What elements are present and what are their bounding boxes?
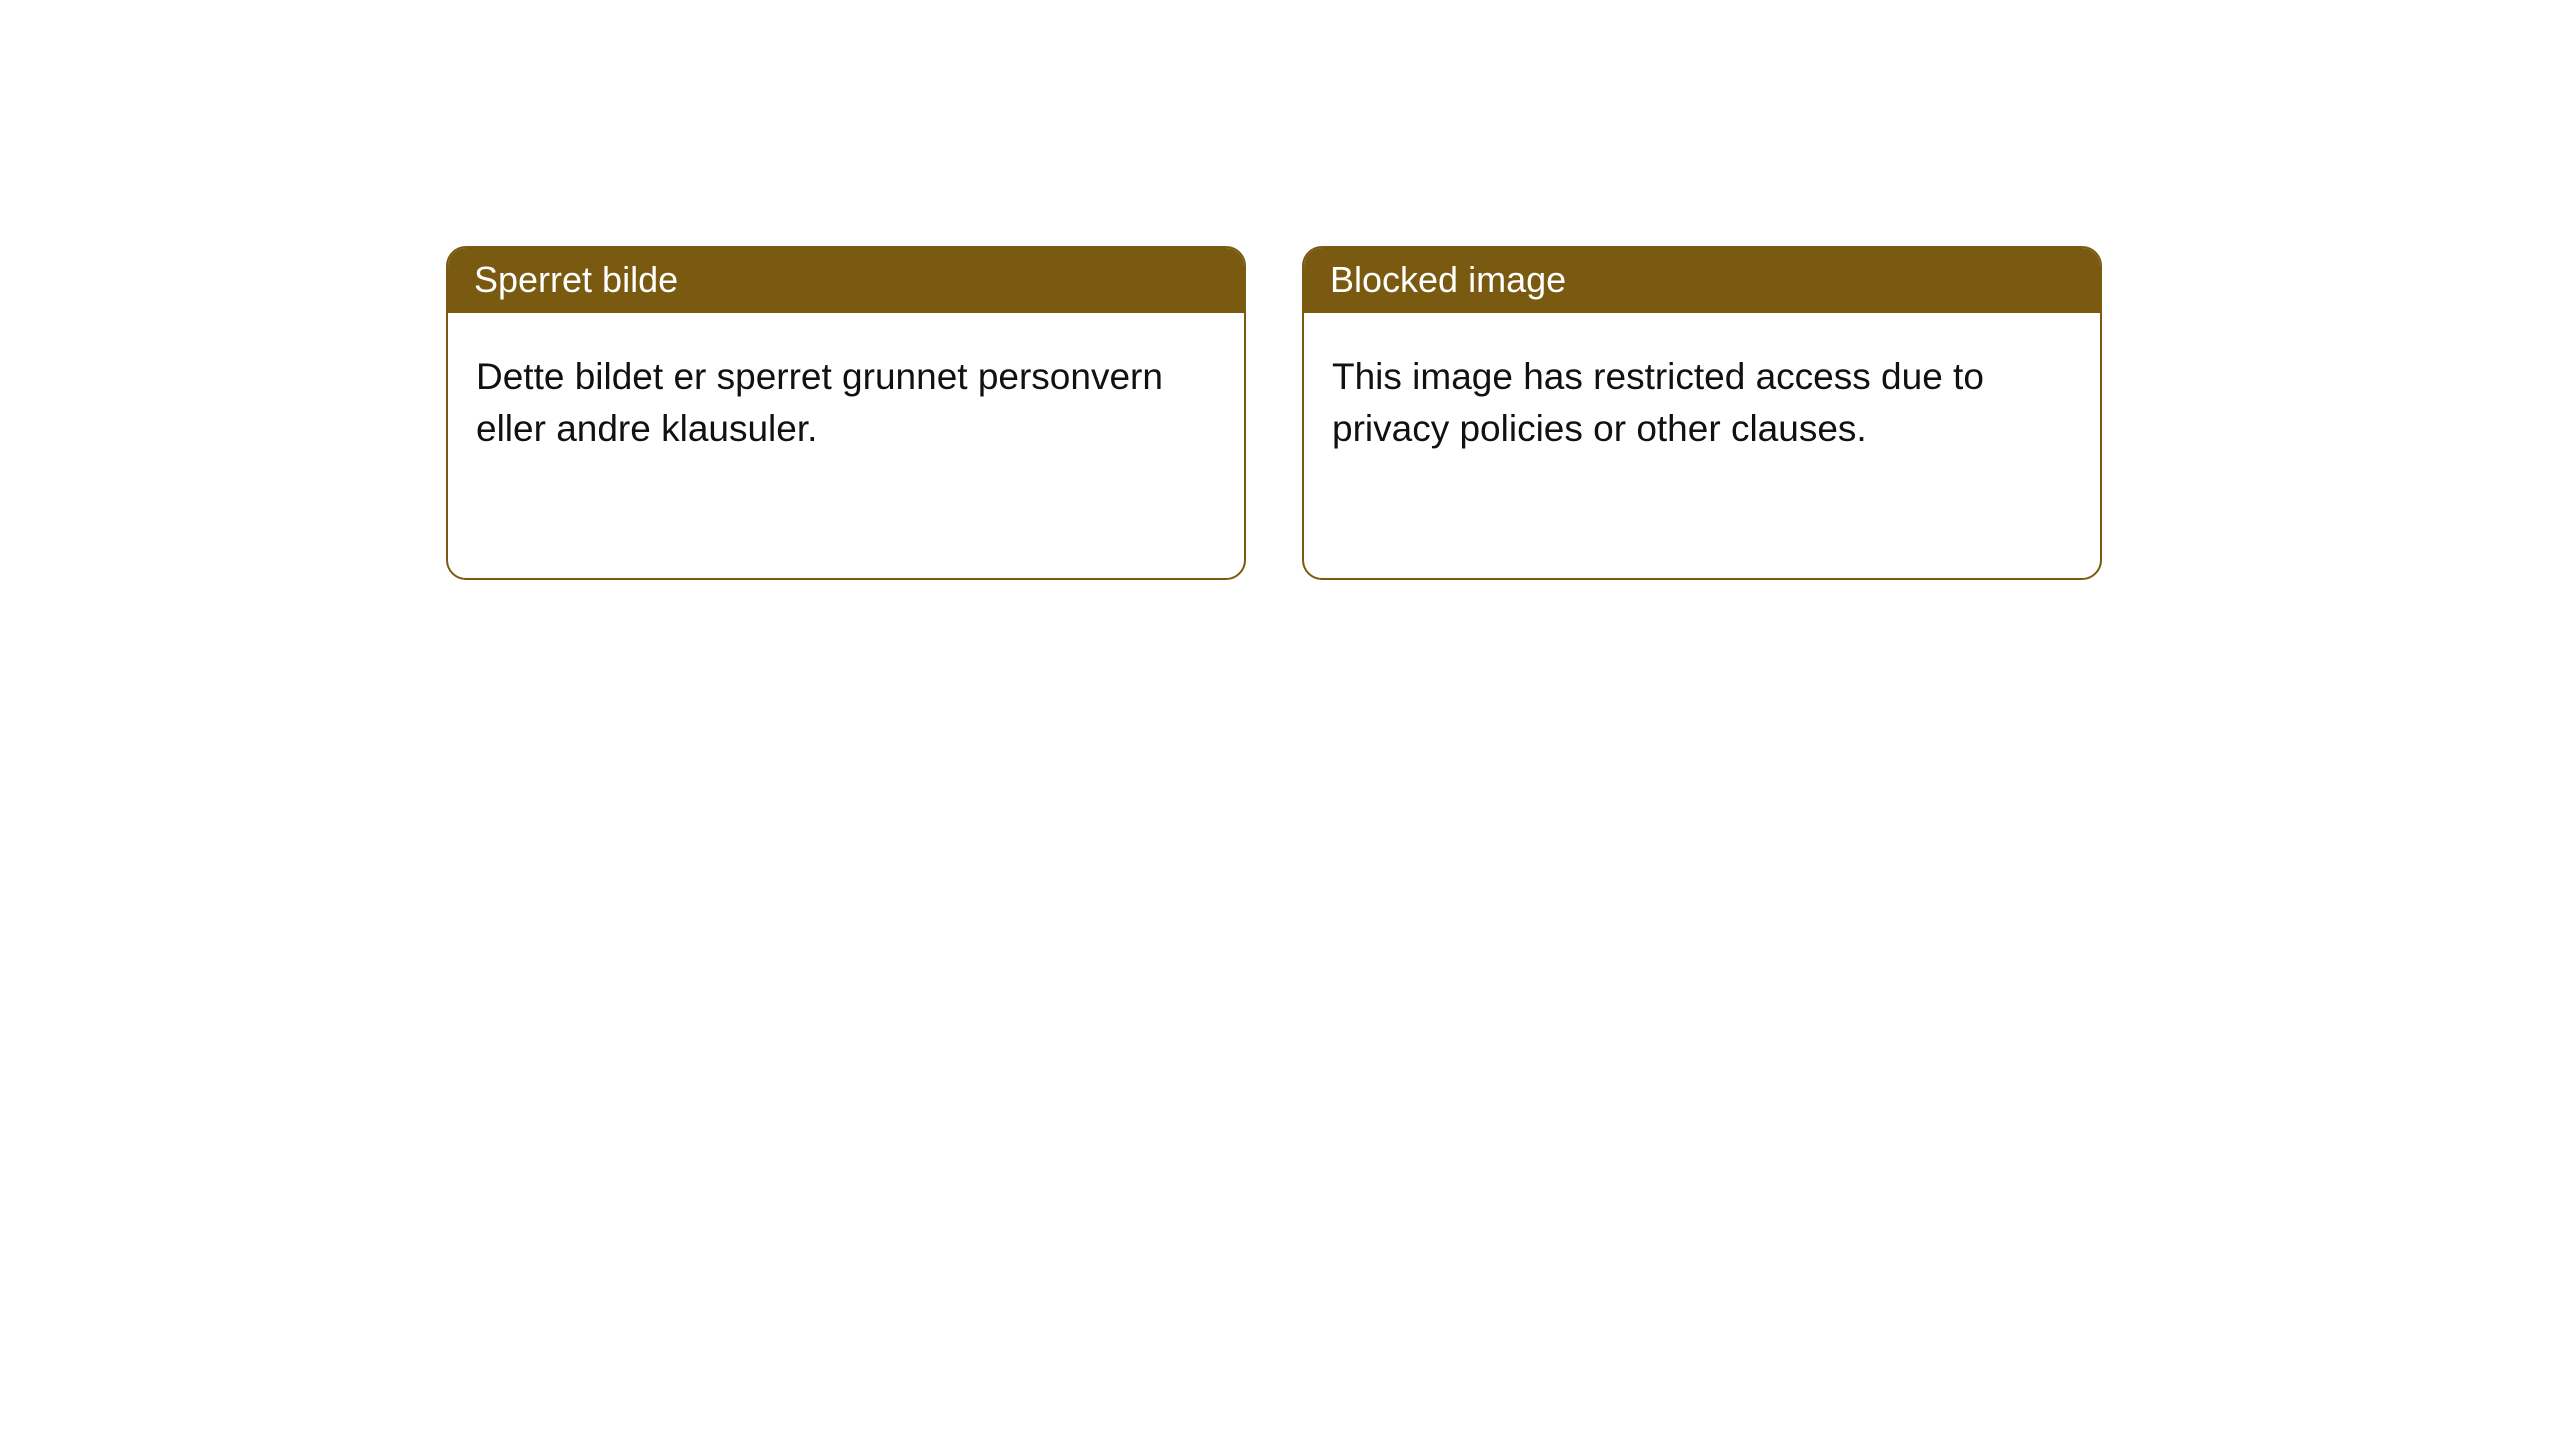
notice-card-en: Blocked image This image has restricted … [1302,246,2102,580]
notice-card-body: This image has restricted access due to … [1304,313,2100,483]
notice-card-title: Blocked image [1304,248,2100,313]
notice-card-body: Dette bildet er sperret grunnet personve… [448,313,1244,483]
notice-cards-row: Sperret bilde Dette bildet er sperret gr… [0,0,2560,580]
notice-card-title: Sperret bilde [448,248,1244,313]
notice-card-no: Sperret bilde Dette bildet er sperret gr… [446,246,1246,580]
